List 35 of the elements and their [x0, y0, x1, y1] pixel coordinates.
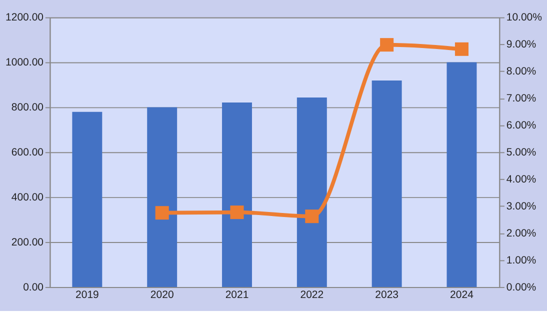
y2-tick-label: 0.00% [506, 281, 536, 294]
y2-tick-label: 1.00% [506, 254, 536, 266]
y-tick-label: 400.00 [11, 191, 44, 204]
y2-tick-label: 5.00% [506, 146, 536, 158]
x-tick-label: 2023 [375, 288, 399, 301]
bar [372, 80, 402, 287]
y2-tick-label: 4.00% [506, 173, 536, 186]
y2-tick-label: 3.00% [506, 200, 536, 212]
bar [446, 62, 477, 287]
y2-tick-label: 6.00% [506, 120, 536, 132]
y2-tick-label: 8.00% [506, 66, 536, 78]
bar [147, 107, 178, 287]
y-tick-label: 200.00 [11, 236, 44, 248]
y2-tick-label: 2.00% [506, 227, 536, 240]
bar [296, 98, 327, 287]
y-tick-label: 800.00 [11, 102, 44, 114]
y2-tick-label: 7.00% [506, 92, 536, 105]
y2-tick-label: 9.00% [506, 38, 536, 51]
x-tick-label: 2019 [76, 288, 100, 301]
point [380, 38, 394, 52]
y-tick-label: 600.00 [11, 146, 44, 158]
point [230, 206, 244, 220]
y-tick-label: 1200.00 [6, 12, 44, 24]
point [155, 206, 169, 220]
y2-tick-label: 10.00% [506, 12, 542, 24]
x-tick-label: 2022 [300, 288, 324, 301]
x-tick-label: 2021 [225, 288, 249, 301]
y-tick-label: 1000.00 [6, 56, 44, 69]
bar [72, 112, 102, 287]
point [454, 42, 468, 56]
bar [222, 102, 252, 287]
x-tick-label: 2020 [150, 288, 174, 301]
x-tick-label: 2024 [450, 288, 474, 301]
point [305, 210, 319, 224]
y-tick-label: 0.00 [23, 281, 44, 294]
